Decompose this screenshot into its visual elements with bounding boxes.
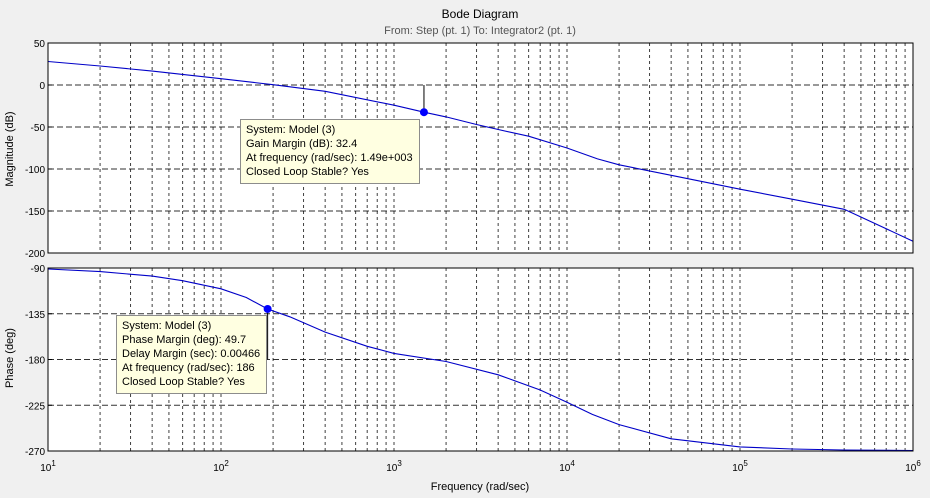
- gain-margin-datatip[interactable]: System: Model (3) Gain Margin (dB): 32.4…: [240, 119, 420, 184]
- x-tick-label: 103: [386, 459, 402, 474]
- y-tick-label: -100: [25, 165, 45, 176]
- y-tick-label: -135: [25, 310, 45, 321]
- y-tick-label: 0: [39, 81, 45, 92]
- axes-frame: [47, 267, 914, 452]
- axes-frame: [47, 42, 914, 254]
- datatip-line: System: Model (3): [246, 124, 336, 136]
- y-tick-label: -90: [31, 264, 46, 275]
- datatip-line: Closed Loop Stable? Yes: [122, 376, 245, 388]
- gain-margin-marker: [419, 108, 428, 117]
- datatip-line: At frequency (rad/sec): 186: [122, 362, 255, 374]
- x-tick-labels: 101 102 103 104 105 106: [40, 459, 921, 474]
- y-tick-label: -180: [25, 356, 45, 367]
- datatip-line: Closed Loop Stable? Yes: [246, 166, 369, 178]
- magnitude-curve: [47, 60, 914, 242]
- datatip-line: Gain Margin (dB): 32.4: [246, 138, 358, 150]
- chart-subtitle: From: Step (pt. 1) To: Integrator2 (pt. …: [384, 25, 576, 37]
- magnitude-axis-label: Magnitude (dB): [4, 111, 16, 186]
- phase-margin-datatip[interactable]: System: Model (3) Phase Margin (deg): 49…: [116, 315, 268, 394]
- datatip-line: Delay Margin (sec): 0.00466: [122, 348, 261, 360]
- x-tick-label: 106: [905, 459, 921, 474]
- y-tick-label: -270: [25, 447, 45, 458]
- y-tick-label: -50: [31, 123, 46, 134]
- datatip-line: System: Model (3): [122, 320, 212, 332]
- y-tick-label: 50: [34, 39, 46, 50]
- y-tick-label: -200: [25, 249, 45, 260]
- datatip-line: At frequency (rad/sec): 1.49e+003: [246, 152, 413, 164]
- x-tick-label: 104: [559, 459, 575, 474]
- x-axis-label: Frequency (rad/sec): [431, 481, 529, 493]
- magnitude-panel[interactable]: 50 0 -50 -100 -150 -200: [25, 39, 914, 260]
- phase-axis-label: Phase (deg): [4, 328, 16, 388]
- x-tick-label: 101: [40, 459, 56, 474]
- x-tick-label: 102: [213, 459, 229, 474]
- phase-curve: [47, 268, 914, 452]
- axes-background: [48, 43, 913, 253]
- phase-margin-marker: [263, 304, 272, 313]
- y-tick-label: -225: [25, 401, 45, 412]
- datatip-line: Phase Margin (deg): 49.7: [122, 334, 247, 346]
- y-tick-label: -150: [25, 207, 45, 218]
- x-tick-label: 105: [732, 459, 748, 474]
- chart-title: Bode Diagram: [442, 7, 519, 21]
